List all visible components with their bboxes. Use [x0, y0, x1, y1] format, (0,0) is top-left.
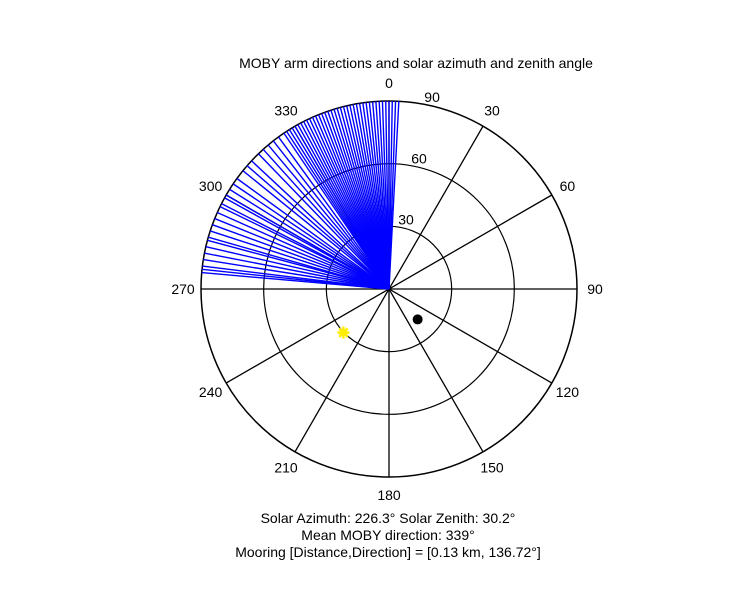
arm-line: [262, 148, 390, 290]
arm-line: [257, 153, 390, 290]
arm-line: [267, 144, 390, 290]
theta-tick-label: 330: [274, 103, 298, 119]
r-tick-label: 90: [424, 89, 440, 105]
theta-tick-label: 90: [587, 281, 603, 297]
theta-tick-label: 150: [480, 459, 504, 475]
arm-line: [216, 211, 390, 290]
arm-line: [209, 230, 390, 290]
theta-tick-label: 210: [274, 459, 298, 475]
arm-line: [236, 177, 390, 290]
theta-tick-label: 60: [560, 178, 576, 194]
arm-line: [204, 252, 390, 290]
arm-line: [208, 236, 390, 290]
arm-line: [212, 224, 390, 290]
tick-labels: 0 30 60 90 120 150 180 210 240 270 300 330 30 60 90: [171, 75, 603, 503]
arm-line: [232, 183, 390, 290]
theta-tick-label: 300: [199, 178, 223, 194]
theta-tick-label: 180: [377, 487, 401, 503]
mean-direction-caption: Mean MOBY direction: 339°: [301, 527, 475, 543]
arm-line: [205, 246, 390, 290]
arm-line: [246, 165, 390, 290]
theta-tick-label: 30: [484, 103, 500, 119]
r-tick-label: 60: [411, 150, 427, 166]
arm-line: [242, 170, 390, 290]
arm-line: [251, 160, 390, 290]
mooring-marker: [412, 314, 423, 325]
arm-line: [388, 101, 400, 290]
position-markers: [337, 314, 423, 339]
arm-line: [202, 265, 390, 290]
arm-line: [272, 140, 390, 290]
arm-line: [214, 217, 390, 290]
theta-tick-label: 270: [171, 281, 195, 297]
chart-title: MOBY arm directions and solar azimuth an…: [239, 55, 593, 71]
sun-marker: [337, 326, 350, 339]
theta-tick-label: 0: [385, 75, 393, 91]
arm-line: [277, 136, 390, 290]
theta-tick-label: 120: [556, 384, 580, 400]
arm-line: [225, 194, 390, 290]
mooring-caption: Mooring [Distance,Direction] = [0.13 km,…: [235, 544, 541, 560]
arm-direction-lines: [201, 101, 400, 290]
arm-line: [229, 188, 390, 290]
solar-caption: Solar Azimuth: 226.3° Solar Zenith: 30.2…: [260, 510, 516, 526]
r-tick-label: 30: [398, 212, 414, 228]
arm-line: [203, 258, 390, 290]
theta-tick-label: 240: [199, 384, 223, 400]
arm-line: [221, 203, 390, 290]
sun-marker-core: [339, 329, 347, 337]
